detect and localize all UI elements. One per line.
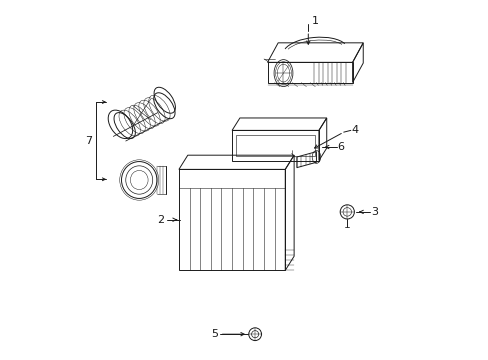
Text: 3: 3: [370, 207, 378, 217]
Text: 6: 6: [337, 142, 344, 152]
Text: 1: 1: [311, 15, 318, 26]
Text: 4: 4: [351, 125, 358, 135]
Text: 7: 7: [85, 136, 92, 146]
Text: 5: 5: [211, 329, 218, 339]
Text: 2: 2: [157, 215, 164, 225]
